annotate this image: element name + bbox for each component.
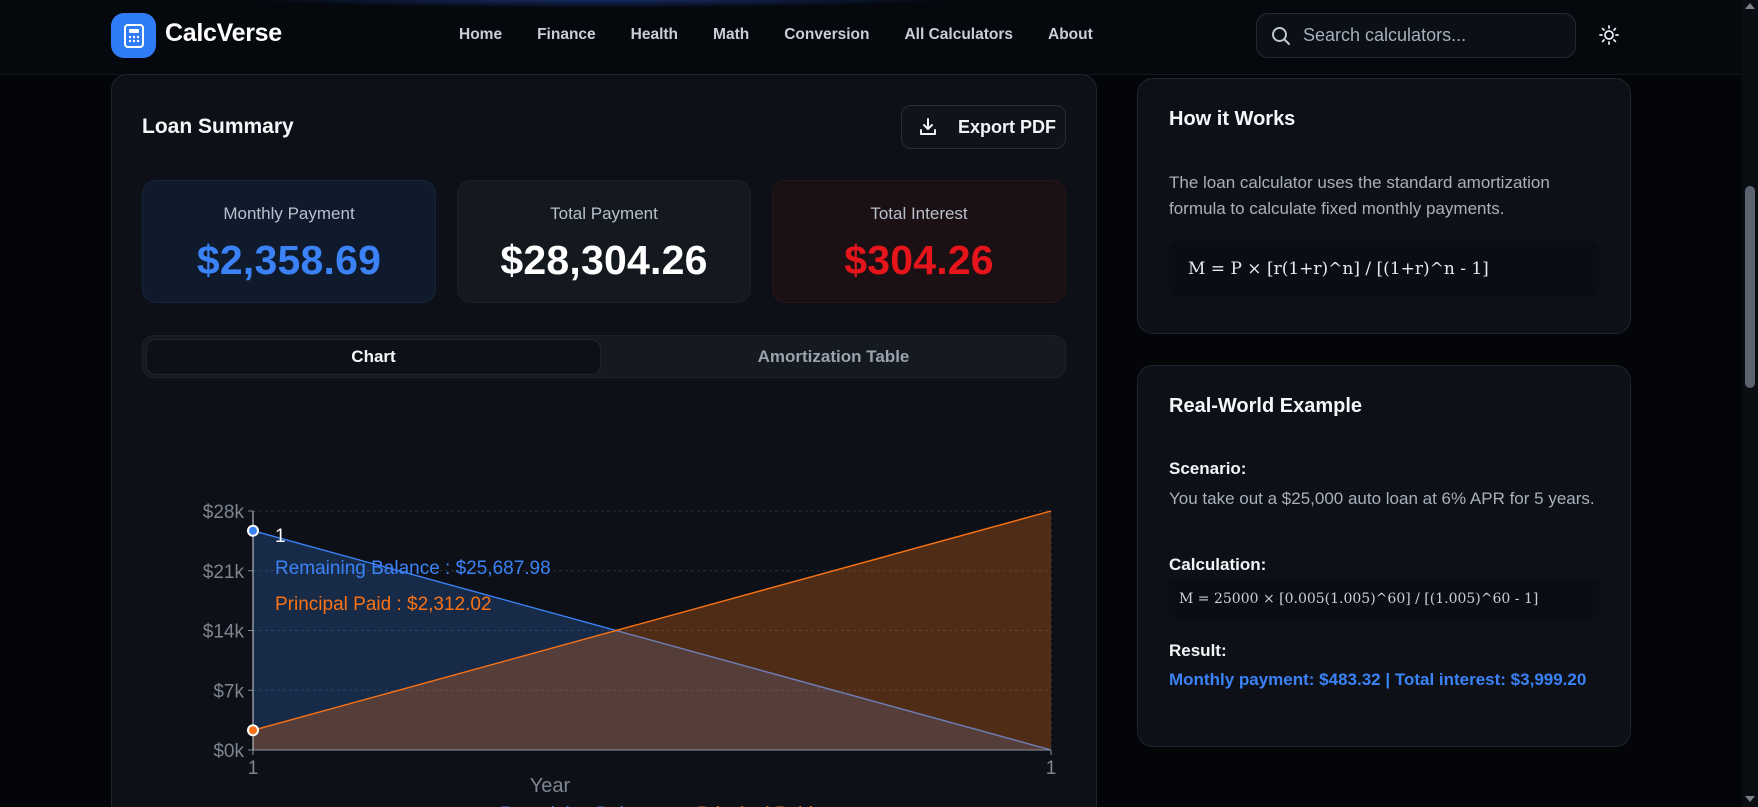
total-interest-card: Total Interest $304.26 (772, 180, 1066, 303)
scrollbar-thumb[interactable] (1745, 186, 1755, 388)
tab-amortization-table[interactable]: Amortization Table (757, 347, 910, 366)
example-title: Real-World Example (1169, 395, 1363, 417)
series-line-1 (252, 510, 1052, 731)
monthly-payment-value: $2,358.69 (196, 237, 382, 283)
download-icon (920, 118, 936, 135)
active-dot-1 (247, 724, 259, 737)
x-tick-label: 1 (248, 758, 259, 779)
export-pdf-label: Export PDF (958, 116, 1057, 137)
total-interest-value: $304.26 (844, 237, 994, 283)
scrollbar-track[interactable] (1742, 0, 1758, 807)
nav-home[interactable]: Home (459, 26, 503, 43)
legend-label: Remaining Balance (500, 804, 665, 807)
series-line-0 (252, 530, 1052, 751)
how-it-works-text: The loan calculator uses the standard am… (1169, 173, 1550, 218)
header-glow (220, 0, 980, 8)
nav-all-calculators[interactable]: All Calculators (904, 26, 1013, 43)
total-interest-label: Total Interest (870, 204, 968, 223)
total-payment-card: Total Payment $28,304.26 (457, 180, 751, 303)
monthly-payment-label: Monthly Payment (223, 204, 355, 223)
main-nav: Home Finance Health Math Conversion All … (459, 26, 1128, 44)
legend-label: Principal Paid (697, 804, 813, 807)
how-it-works-title: How it Works (1169, 108, 1296, 130)
tooltip-line-0: Remaining Balance : $25,687.98 (275, 558, 551, 579)
x-axis-label: Year (530, 775, 571, 797)
scenario-text: You take out a $25,000 auto loan at 6% A… (1169, 489, 1595, 508)
top-navbar: CalcVerse Home Finance Health Math Conve… (0, 0, 1758, 75)
y-tick-label: $28k (203, 502, 245, 523)
theme-toggle-button[interactable] (1594, 20, 1624, 50)
scenario-label: Scenario: (1169, 459, 1247, 478)
brand-name[interactable]: CalcVerse (165, 19, 282, 47)
active-dot-0 (247, 524, 259, 537)
scroll-up-arrow-icon[interactable] (1745, 3, 1755, 9)
search-input[interactable] (1303, 25, 1563, 46)
loan-summary-title: Loan Summary (142, 115, 294, 138)
sun-icon (1599, 25, 1619, 45)
calculator-icon[interactable] (111, 13, 156, 58)
tooltip-line-1: Principal Paid : $2,312.02 (275, 594, 492, 615)
formula-box: M = P × [r(1+r)^n] / [(1+r)^n - 1] (1169, 241, 1599, 297)
y-tick-label: $21k (203, 562, 245, 583)
result-label: Result: (1169, 641, 1227, 660)
y-tick-label: $7k (213, 681, 244, 702)
view-tabs: Chart Amortization Table (142, 335, 1066, 378)
loan-chart-svg: $0k $7k $14k $21k $28k 1 1 Year 1 Remaining Balan… (203, 502, 1057, 807)
calculation-label: Calculation: (1169, 555, 1267, 574)
tab-chart[interactable]: Chart (146, 339, 601, 375)
search-icon (1272, 26, 1290, 45)
series-area-1 (253, 511, 1051, 750)
y-tick-label: $0k (213, 741, 244, 762)
tooltip-title: 1 (275, 526, 286, 547)
nav-conversion[interactable]: Conversion (784, 26, 870, 43)
export-pdf-button[interactable]: Export PDF (901, 105, 1066, 149)
scroll-down-arrow-icon[interactable] (1745, 796, 1755, 802)
calculation-formula: M = 25000 × [0.005(1.005)^60] / [(1.005)… (1169, 579, 1599, 619)
monthly-payment-card: Monthly Payment $2,358.69 (142, 180, 436, 303)
loan-summary-card: Loan Summary Export PDF Monthly Payment … (111, 74, 1097, 807)
nav-math[interactable]: Math (713, 26, 750, 43)
search-box[interactable] (1256, 13, 1576, 58)
how-it-works-card: How it Works The loan calculator uses th… (1137, 78, 1631, 334)
result-text: Monthly payment: $483.32 | Total interes… (1169, 670, 1587, 689)
nav-about[interactable]: About (1048, 26, 1093, 43)
nav-finance[interactable]: Finance (537, 26, 596, 43)
loan-chart: $0k $7k $14k $21k $28k 1 1 Year 1 Remaining Balan… (142, 405, 1072, 807)
total-payment-label: Total Payment (550, 204, 658, 223)
nav-health[interactable]: Health (630, 26, 679, 43)
total-payment-value: $28,304.26 (500, 237, 708, 283)
x-tick-label: 1 (1046, 758, 1057, 779)
y-tick-label: $14k (203, 622, 245, 643)
real-world-example-card: Real-World Example Scenario: You take ou… (1137, 365, 1631, 747)
